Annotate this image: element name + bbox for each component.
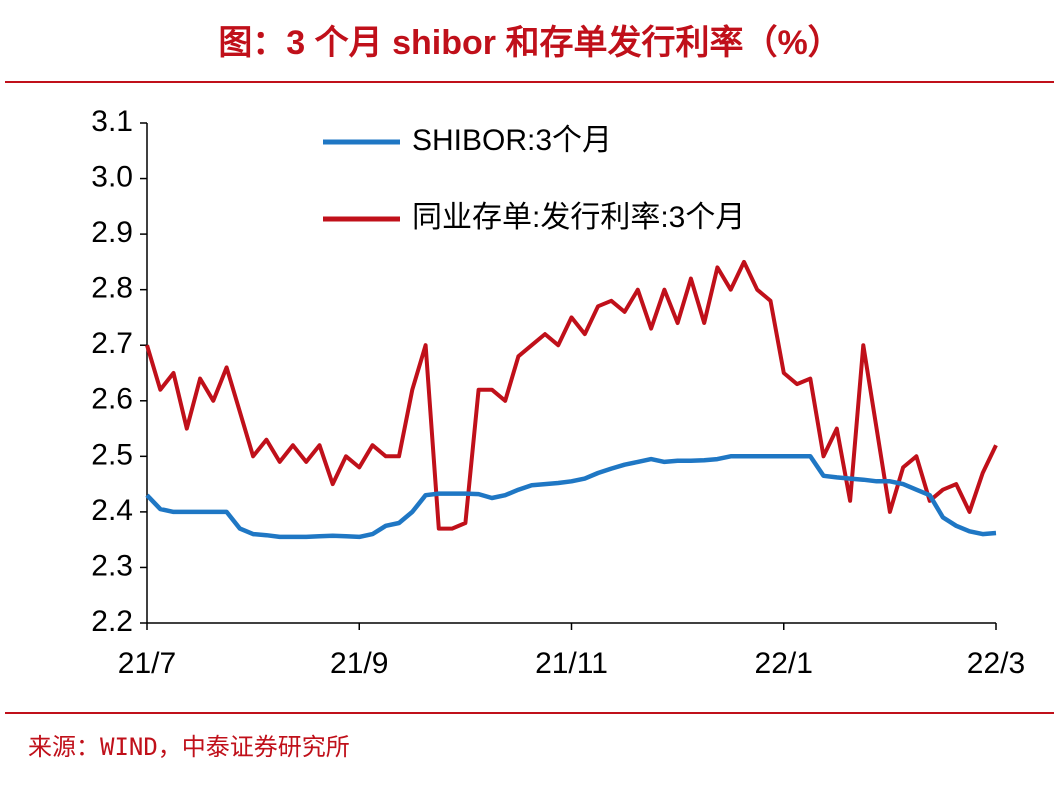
- legend-label: SHIBOR:3个月: [412, 124, 612, 157]
- series-line: [145, 259, 998, 531]
- y-tick-label: 2.9: [91, 216, 133, 249]
- y-tick-label: 2.3: [91, 549, 133, 582]
- chart-title: 图：3 个月 shibor 和存单发行利率（%）: [218, 23, 841, 62]
- x-tick-label: 22/3: [967, 647, 1025, 680]
- x-tick-label: 21/7: [118, 647, 176, 680]
- y-tick-label: 2.8: [91, 272, 133, 305]
- x-tick-label: 21/11: [535, 647, 608, 680]
- y-tick-label: 2.7: [91, 327, 133, 360]
- y-tick-label: 2.2: [91, 605, 133, 638]
- legend-label: 同业存单:发行利率:3个月: [412, 201, 745, 234]
- x-tick-label: 21/9: [330, 647, 388, 680]
- y-tick-label: 2.4: [91, 494, 133, 527]
- series-line: [145, 454, 997, 540]
- source: 来源：WIND，中泰证券研究所: [28, 733, 350, 761]
- x-tick-label: 22/1: [755, 647, 813, 680]
- y-tick-label: 3.0: [91, 160, 133, 193]
- y-tick-label: 3.1: [91, 105, 133, 138]
- y-tick-label: 2.6: [91, 383, 133, 416]
- y-tick-label: 2.5: [91, 438, 133, 471]
